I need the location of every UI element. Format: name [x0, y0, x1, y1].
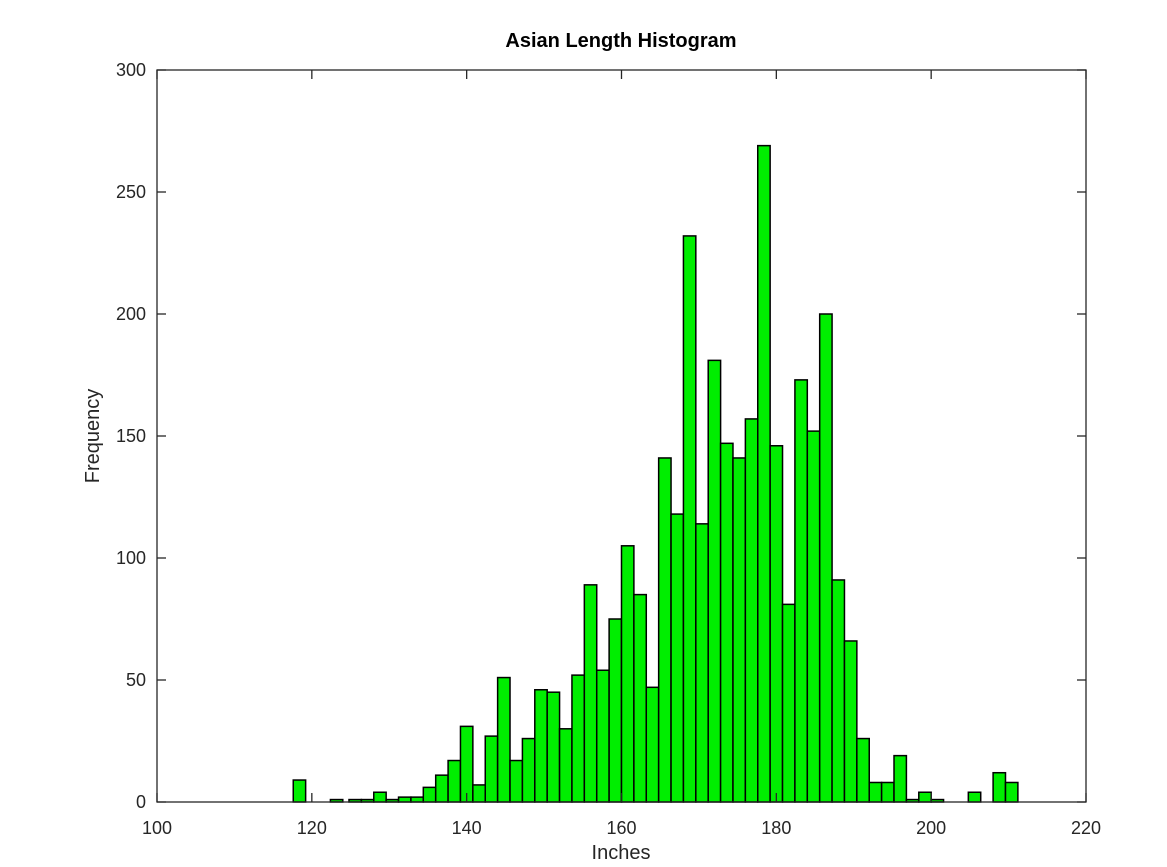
histogram-bar [484, 735, 499, 803]
histogram-bar [434, 774, 449, 803]
histogram-bar [447, 759, 462, 803]
x-tick-label: 100 [142, 818, 172, 838]
histogram-bar [893, 754, 908, 803]
histogram-bar [880, 781, 895, 803]
histogram-bar [595, 669, 610, 803]
histogram-bar [521, 737, 536, 803]
histogram-bar [744, 418, 759, 803]
histogram-bar [472, 784, 486, 803]
chart-title: Asian Length Histogram [505, 30, 736, 52]
y-tick-label: 250 [116, 182, 146, 202]
y-tick-label: 0 [136, 792, 146, 812]
y-tick-label: 50 [126, 670, 146, 690]
y-tick-label: 150 [116, 426, 146, 446]
histogram-bar [843, 640, 858, 803]
histogram-bar [992, 771, 1007, 803]
histogram-bar [645, 686, 660, 803]
histogram-bar [509, 759, 524, 803]
histogram-bar [1004, 781, 1019, 803]
histogram-bar [410, 796, 425, 803]
x-tick-label: 200 [916, 818, 946, 838]
histogram-bar [620, 545, 635, 803]
histogram-bar [868, 781, 883, 803]
x-tick-label: 180 [761, 818, 791, 838]
x-tick-label: 220 [1071, 818, 1101, 838]
y-tick-label: 300 [116, 60, 146, 80]
histogram-bar [806, 430, 821, 803]
histogram-bar [695, 523, 709, 803]
histogram-bar [670, 513, 685, 803]
histogram-bar [918, 791, 932, 803]
histogram-bar [657, 457, 672, 803]
x-tick-label: 140 [452, 818, 482, 838]
histogram-bar [781, 603, 796, 803]
histogram-bar [707, 359, 722, 803]
histogram-bar [397, 796, 412, 803]
histogram-bar [558, 728, 573, 803]
histogram-bar [757, 144, 771, 803]
x-axis-label: Inches [592, 842, 651, 864]
histogram-bar [769, 445, 784, 803]
histogram-bar [534, 689, 548, 803]
histogram-bar [856, 737, 870, 803]
histogram-bar [794, 379, 809, 803]
y-tick-label: 100 [116, 548, 146, 568]
histogram-bar [967, 791, 982, 803]
histogram-bar [546, 691, 561, 803]
ticks-group: 100 120 140 160 180 200 220 0 50 100 150 200 250 300 [116, 60, 1101, 838]
histogram-bar [732, 457, 747, 803]
histogram-bar [818, 313, 833, 803]
histogram-bar [608, 618, 623, 803]
y-axis-label: Frequency [82, 389, 104, 484]
bars-group [292, 144, 1019, 803]
histogram-bar [583, 584, 598, 803]
histogram-bar [459, 725, 474, 803]
histogram-bar [571, 674, 586, 803]
x-tick-label: 120 [297, 818, 327, 838]
x-tick-label: 160 [606, 818, 636, 838]
histogram-bar [422, 786, 437, 803]
histogram-bar [292, 779, 307, 803]
histogram-bar [496, 676, 511, 803]
histogram-bar [682, 235, 697, 803]
y-tick-label: 200 [116, 304, 146, 324]
histogram-bar [719, 442, 734, 803]
histogram-bar [373, 791, 387, 803]
histogram-bar [633, 593, 648, 803]
histogram-bar [831, 579, 846, 803]
